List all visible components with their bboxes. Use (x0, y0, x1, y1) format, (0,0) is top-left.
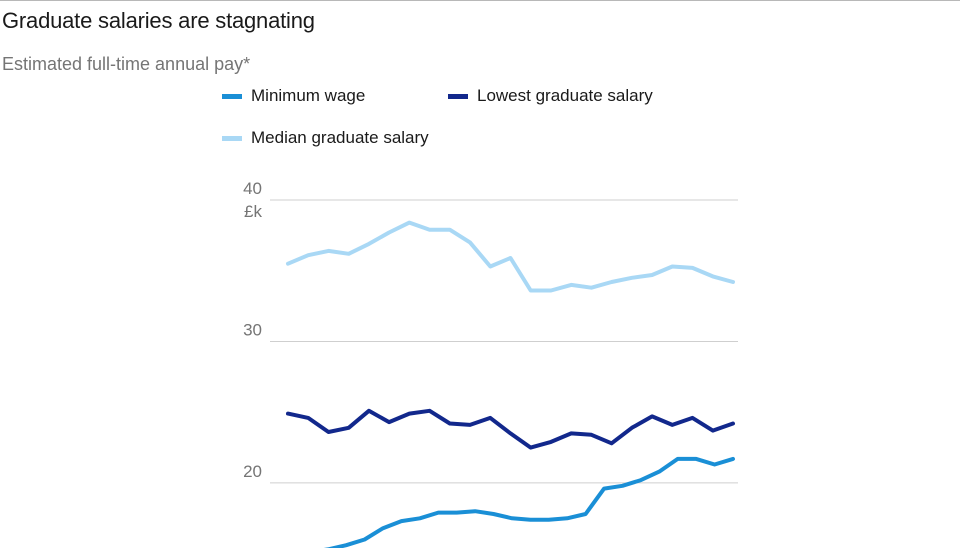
chart-subtitle: Estimated full-time annual pay* (2, 54, 251, 74)
series-line-median-graduate-salary (286, 220, 735, 293)
legend-label-lowest-graduate-salary: Lowest graduate salary (477, 86, 653, 105)
y-unit-label: £k (244, 202, 262, 221)
legend-label-median-graduate-salary: Median graduate salary (251, 128, 429, 147)
legend-swatch-lowest-graduate-salary (448, 93, 468, 99)
series-line-lowest-graduate-salary (286, 408, 735, 450)
legend-label-minimum-wage: Minimum wage (251, 86, 366, 105)
chart-title: Graduate salaries are stagnating (2, 8, 315, 33)
legend-swatch-minimum-wage (222, 93, 242, 99)
y-tick-label-30: 30 (243, 320, 262, 339)
y-axis-labels: 40 30 20 £k (243, 179, 262, 481)
gridlines (270, 199, 738, 484)
legend-swatch-median-graduate-salary (222, 135, 242, 141)
y-tick-label-20: 20 (243, 462, 262, 481)
series-lines (286, 220, 735, 548)
top-rule (0, 0, 960, 1)
y-tick-label-40: 40 (243, 179, 262, 198)
legend-item-median-graduate-salary: Median graduate salary (222, 128, 429, 148)
legend-item-minimum-wage: Minimum wage (222, 86, 365, 106)
series-line-minimum-wage (323, 456, 735, 548)
legend-item-lowest-graduate-salary: Lowest graduate salary (448, 86, 653, 106)
